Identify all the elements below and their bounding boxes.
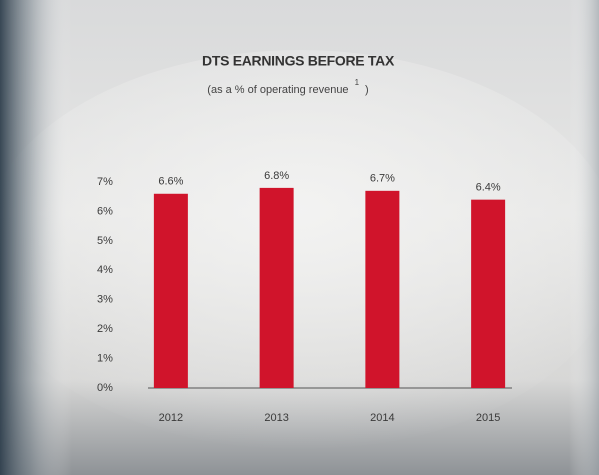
background-edge — [0, 0, 599, 475]
value-label: 6.8% — [264, 170, 289, 182]
subtitle-end: ) — [365, 84, 369, 96]
value-label: 6.4% — [476, 182, 501, 194]
y-tick-label: 3% — [97, 294, 113, 306]
x-tick-label: 2013 — [264, 412, 288, 424]
x-tick-label: 2015 — [476, 412, 500, 424]
bar — [365, 191, 399, 388]
x-tick-label: 2012 — [159, 412, 183, 424]
y-tick-label: 1% — [97, 352, 113, 364]
y-tick-label: 5% — [97, 235, 113, 247]
y-tick-label: 6% — [97, 205, 113, 217]
page: DTS EARNINGS BEFORE TAX (as a % of opera… — [0, 0, 599, 475]
chart: DTS EARNINGS BEFORE TAX (as a % of opera… — [0, 0, 599, 475]
bar — [471, 200, 505, 388]
value-label: 6.7% — [370, 173, 395, 185]
value-label: 6.6% — [158, 176, 183, 188]
bar — [260, 188, 294, 388]
chart-title: DTS EARNINGS BEFORE TAX — [202, 53, 395, 69]
bar — [154, 194, 188, 388]
y-tick-label: 2% — [97, 323, 113, 335]
subtitle-text: (as a % of operating revenue — [207, 84, 348, 96]
y-tick-label: 4% — [97, 264, 113, 276]
y-tick-label: 0% — [97, 382, 113, 394]
footnote-mark: 1 — [355, 78, 360, 87]
x-tick-label: 2014 — [370, 412, 394, 424]
y-tick-label: 7% — [97, 176, 113, 188]
